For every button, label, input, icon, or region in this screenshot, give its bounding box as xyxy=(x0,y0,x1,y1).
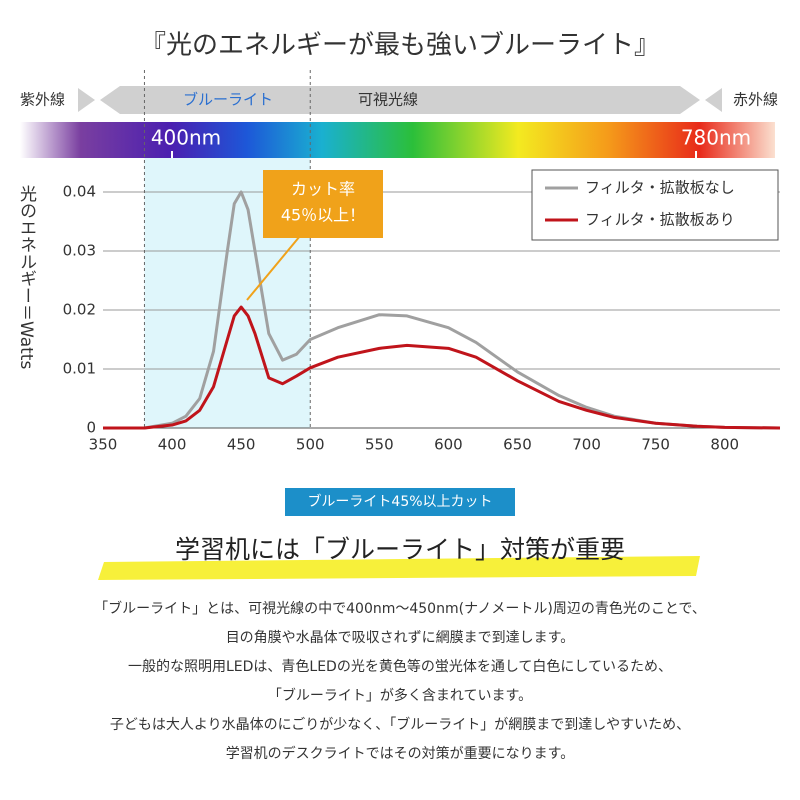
badge-text: ブルーライト45%以上カット xyxy=(307,493,492,510)
body-line: 一般的な照明用LEDは、青色LEDの光を黄色等の蛍光体を通して白色にしているため… xyxy=(128,658,672,675)
legend-label: フィルタ・拡散板なし xyxy=(585,179,735,197)
body-line: 子どもは大人より水晶体のにごりが少なく、「ブルーライト」が網膜まで到達しやすいた… xyxy=(110,716,690,733)
y-tick-label: 0 xyxy=(86,419,96,437)
x-tick-label: 800 xyxy=(710,436,739,454)
nm400: 400nm xyxy=(151,126,221,150)
x-tick-label: 500 xyxy=(296,436,325,454)
x-tick-label: 650 xyxy=(503,436,532,454)
x-tick-label: 450 xyxy=(227,436,256,454)
legend-label: フィルタ・拡散板あり xyxy=(585,211,735,229)
blue-light-label: ブルーライト xyxy=(183,91,273,109)
series-line xyxy=(103,305,781,430)
body-line: 学習机のデスクライトではその対策が重要になります。 xyxy=(226,745,575,762)
spectrum xyxy=(20,122,775,158)
y-axis-label: 光のエネルギー＝Watts xyxy=(16,185,37,370)
body-line: 「ブルーライト」が多く含まれています。 xyxy=(268,687,532,704)
y-tick-label: 0.04 xyxy=(63,183,96,201)
callout-box xyxy=(263,170,383,238)
badge xyxy=(285,488,515,516)
ir-label: 赤外線 xyxy=(733,91,778,109)
uv-label: 紫外線 xyxy=(20,91,65,109)
callout-pointer xyxy=(246,235,301,301)
ir-arrow xyxy=(705,88,722,112)
visible-label: 可視光線 xyxy=(358,91,418,109)
x-tick-label: 600 xyxy=(434,436,463,454)
highlight-stripe xyxy=(98,556,700,580)
x-tick-label: 400 xyxy=(158,436,187,454)
x-tick-label: 350 xyxy=(89,436,118,454)
visible-arrow xyxy=(100,86,700,114)
nm780: 780nm xyxy=(681,126,751,150)
x-tick-label: 750 xyxy=(641,436,670,454)
x-tick-label: 700 xyxy=(572,436,601,454)
y-tick-label: 0.01 xyxy=(63,360,96,378)
heading: 学習机には「ブルーライト」対策が重要 xyxy=(175,535,625,564)
title: 『光のエネルギーが最も強いブルーライト』 xyxy=(140,31,660,61)
y-tick-label: 0.02 xyxy=(63,301,96,319)
legend xyxy=(531,169,779,241)
y-tick-label: 0.03 xyxy=(63,242,96,260)
callout-text: カット率 xyxy=(291,180,355,199)
callout-text: 45％以上！ xyxy=(281,206,365,225)
body-line: 「ブルーライト」とは、可視光線の中で400nm〜450nm(ナノメートル)周辺の… xyxy=(94,600,706,617)
x-tick-label: 550 xyxy=(365,436,394,454)
uv-arrow xyxy=(78,88,95,112)
series-line xyxy=(103,190,781,430)
body-line: 目の角膜や水晶体で吸収されずに網膜まで到達します。 xyxy=(226,630,575,646)
